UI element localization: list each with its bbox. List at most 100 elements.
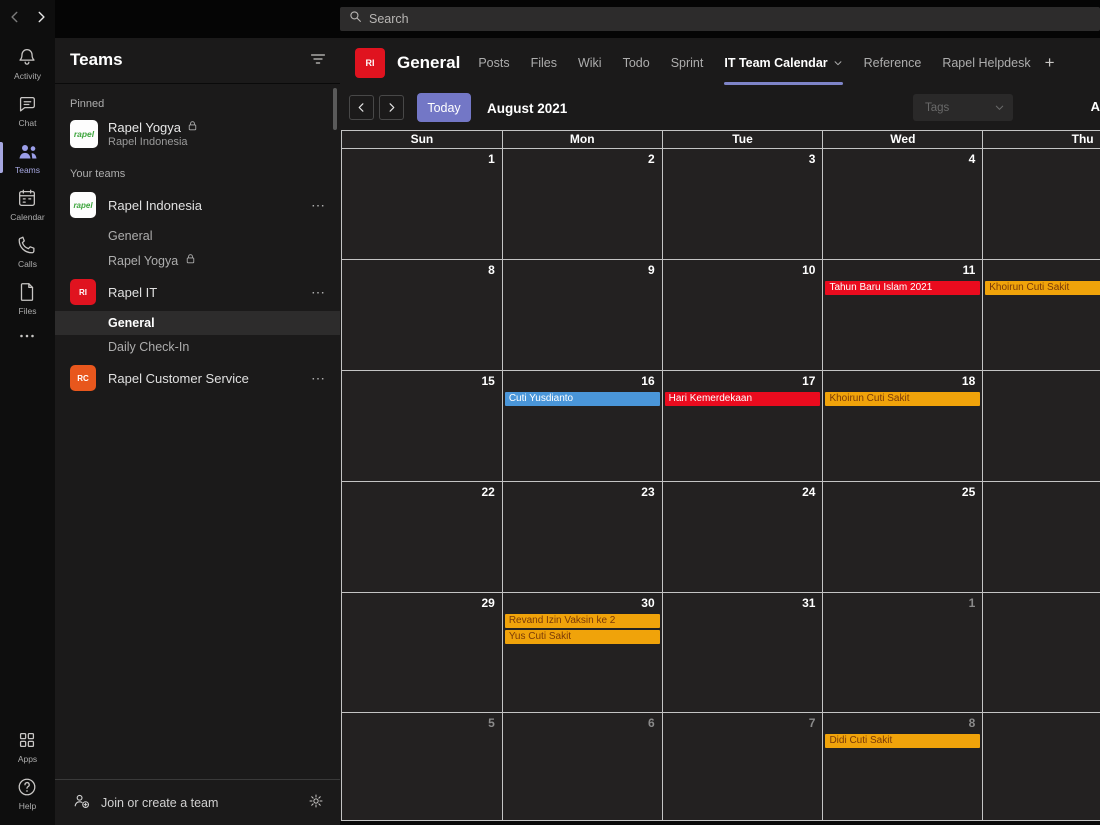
rail-item-calendar[interactable]: Calendar bbox=[0, 181, 55, 228]
team-row[interactable]: RI Rapel IT ⋯ bbox=[55, 273, 340, 311]
pinned-team-row[interactable]: rapel Rapel Yogya Rapel Indonesia bbox=[55, 116, 340, 154]
day-number: 17 bbox=[802, 374, 816, 388]
prev-month-button[interactable] bbox=[349, 95, 374, 120]
add-event-button-partial[interactable]: A bbox=[1090, 99, 1100, 114]
team-row[interactable]: RC Rapel Customer Service ⋯ bbox=[55, 359, 340, 397]
tab-posts[interactable]: Posts bbox=[478, 38, 509, 88]
rail-item-teams[interactable]: Teams bbox=[0, 134, 55, 181]
today-button[interactable]: Today bbox=[417, 93, 471, 122]
calendar-day-cell[interactable] bbox=[983, 593, 1100, 713]
calendar-day-cell[interactable]: 6 bbox=[502, 713, 663, 821]
tab-label: IT Team Calendar bbox=[724, 56, 828, 70]
channel-row[interactable]: Rapel Yogya bbox=[55, 248, 340, 273]
back-icon[interactable] bbox=[6, 8, 24, 26]
team-row[interactable]: rapel Rapel Indonesia ⋯ bbox=[55, 186, 340, 224]
calendar-day-cell[interactable]: 7 bbox=[662, 713, 824, 821]
join-or-create-team[interactable]: Join or create a team bbox=[73, 793, 218, 812]
rail-item-apps[interactable]: Apps bbox=[0, 723, 55, 770]
calendar-event[interactable]: Yus Cuti Sakit bbox=[504, 630, 660, 644]
filter-icon[interactable] bbox=[310, 52, 326, 71]
calendar-week-row: 22 23 24 25 bbox=[342, 482, 1100, 593]
tab-label: Posts bbox=[478, 56, 510, 70]
join-label: Join or create a team bbox=[101, 795, 219, 810]
tab-rapel-helpdesk[interactable]: Rapel Helpdesk bbox=[942, 38, 1030, 88]
weekday-header: Mon bbox=[502, 131, 663, 149]
tab-wiki[interactable]: Wiki bbox=[578, 38, 602, 88]
calendar-day-cell[interactable]: 25 bbox=[823, 482, 984, 593]
tab-sprint[interactable]: Sprint bbox=[671, 38, 704, 88]
calendar-day-cell[interactable]: 11 Tahun Baru Islam 2021 bbox=[823, 260, 984, 371]
calendar-event[interactable]: Tahun Baru Islam 2021 bbox=[825, 281, 981, 295]
channel-name: General bbox=[108, 316, 155, 330]
calendar-day-cell[interactable]: 18 Khoirun Cuti Sakit bbox=[823, 371, 984, 482]
tab-todo[interactable]: Todo bbox=[623, 38, 650, 88]
channel-row[interactable]: General bbox=[55, 224, 340, 248]
calendar-event[interactable]: Hari Kemerdekaan bbox=[664, 392, 821, 406]
calendar-day-cell[interactable] bbox=[983, 149, 1100, 260]
calendar-day-cell[interactable]: 4 bbox=[823, 149, 984, 260]
channel-name: Rapel Yogya bbox=[108, 254, 179, 268]
rail-item-activity[interactable]: Activity bbox=[0, 40, 55, 87]
day-number: 23 bbox=[641, 485, 655, 499]
channel-row[interactable]: Daily Check-In bbox=[55, 335, 340, 359]
team-avatar: rapel bbox=[70, 192, 96, 218]
calendar-day-cell[interactable]: 2 bbox=[502, 149, 663, 260]
calendar-day-cell[interactable] bbox=[983, 371, 1100, 482]
calendar-day-cell[interactable]: 8 bbox=[342, 260, 503, 371]
tab-it-team-calendar[interactable]: IT Team Calendar bbox=[724, 38, 843, 88]
month-calendar: Sun Mon Tue Wed Thu 1 2 3 4 8 9 10 11 Tahun Baru Isla… bbox=[341, 130, 1100, 821]
calendar-day-cell[interactable]: 10 bbox=[662, 260, 824, 371]
calendar-event[interactable]: Cuti Yusdianto bbox=[504, 392, 660, 406]
calendar-day-cell[interactable]: 30 Revand Izin Vaksin ke 2 Yus Cuti Sakit bbox=[502, 593, 663, 713]
calendar-day-cell[interactable]: 8 Didi Cuti Sakit bbox=[823, 713, 984, 821]
calendar-event[interactable]: Didi Cuti Sakit bbox=[825, 734, 981, 748]
add-tab-icon[interactable]: + bbox=[1044, 53, 1055, 72]
calendar-day-cell[interactable]: 9 bbox=[502, 260, 663, 371]
calendar-event[interactable]: Khoirun Cuti Sakit bbox=[985, 281, 1100, 295]
channel-name: General bbox=[108, 229, 153, 243]
rail-item-label: Calls bbox=[18, 259, 37, 269]
tags-dropdown[interactable]: Tags bbox=[913, 94, 1013, 121]
rail-item-calls[interactable]: Calls bbox=[0, 228, 55, 275]
calendar-day-cell[interactable]: 5 bbox=[342, 713, 503, 821]
rail-item-help[interactable]: Help bbox=[0, 770, 55, 817]
calendar-day-cell[interactable]: 15 bbox=[342, 371, 503, 482]
calendar-day-cell[interactable]: 29 bbox=[342, 593, 503, 713]
search-input[interactable] bbox=[369, 12, 669, 26]
day-number: 7 bbox=[808, 716, 816, 730]
tab-reference[interactable]: Reference bbox=[864, 38, 922, 88]
calendar-day-cell[interactable]: 3 bbox=[662, 149, 824, 260]
sidebar-scrollbar[interactable] bbox=[333, 88, 337, 130]
sidebar-footer: Join or create a team bbox=[55, 779, 340, 825]
calendar-day-cell[interactable]: 22 bbox=[342, 482, 503, 593]
calendar-day-cell[interactable]: 31 bbox=[662, 593, 824, 713]
day-number: 24 bbox=[802, 485, 816, 499]
search-bar[interactable] bbox=[340, 7, 1100, 31]
calendar-day-cell[interactable]: 1 bbox=[342, 149, 503, 260]
more-options-icon[interactable]: ⋯ bbox=[311, 196, 326, 213]
channel-row[interactable]: General bbox=[55, 311, 340, 335]
calendar-day-cell[interactable] bbox=[983, 713, 1100, 821]
rail-item-files[interactable]: Files bbox=[0, 275, 55, 322]
more-options-icon[interactable]: ⋯ bbox=[311, 283, 326, 300]
rail-item-chat[interactable]: Chat bbox=[0, 87, 55, 134]
calendar-day-cell[interactable]: Khoirun Cuti Sakit bbox=[983, 260, 1100, 371]
rail-item-more[interactable] bbox=[0, 322, 55, 352]
more-options-icon[interactable]: ⋯ bbox=[311, 369, 326, 386]
more-icon bbox=[16, 325, 40, 349]
calendar-event[interactable]: Revand Izin Vaksin ke 2 bbox=[504, 614, 660, 628]
tab-files[interactable]: Files bbox=[531, 38, 557, 88]
team-avatar: RI bbox=[70, 279, 96, 305]
calendar-event[interactable]: Khoirun Cuti Sakit bbox=[825, 392, 981, 406]
chevron-down-icon bbox=[833, 58, 843, 68]
next-month-button[interactable] bbox=[379, 95, 404, 120]
calendar-day-cell[interactable]: 17 Hari Kemerdekaan bbox=[662, 371, 824, 482]
forward-icon[interactable] bbox=[32, 8, 50, 26]
calendar-day-cell[interactable]: 23 bbox=[502, 482, 663, 593]
calendar-day-cell[interactable]: 24 bbox=[662, 482, 824, 593]
calendar-day-cell[interactable] bbox=[983, 482, 1100, 593]
gear-icon[interactable] bbox=[308, 793, 324, 814]
rail-bottom-items: Apps Help bbox=[0, 723, 55, 817]
calendar-day-cell[interactable]: 16 Cuti Yusdianto bbox=[502, 371, 663, 482]
calendar-day-cell[interactable]: 1 bbox=[823, 593, 984, 713]
